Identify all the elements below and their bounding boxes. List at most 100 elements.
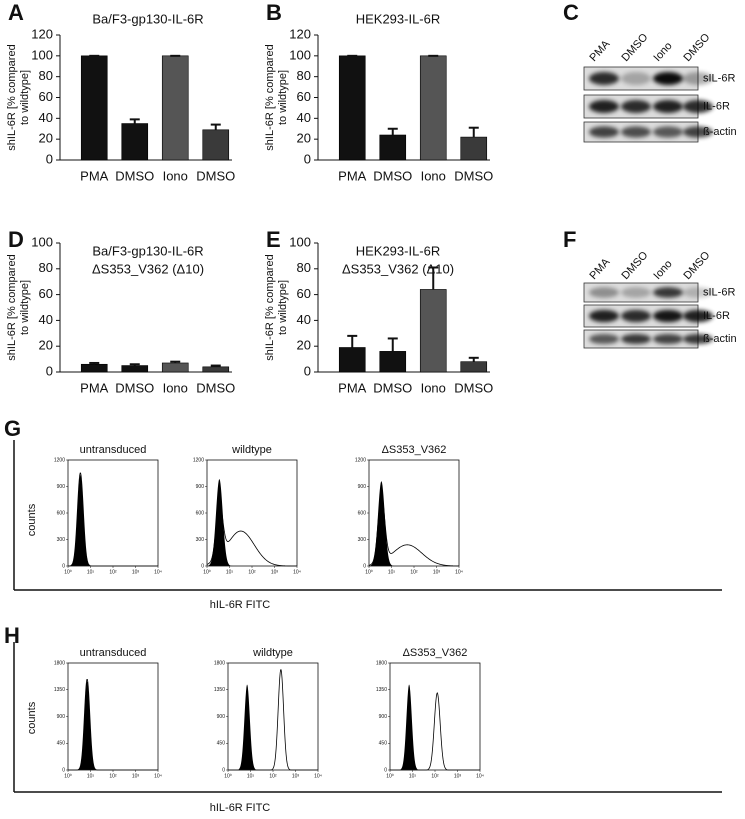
x-tick-label: DMSO	[115, 168, 154, 183]
x-tick-label: 10²	[109, 773, 117, 779]
y-tick-label: 1200	[193, 457, 204, 463]
error-bar	[468, 126, 479, 138]
bar	[121, 365, 149, 373]
error-bar	[210, 364, 221, 367]
plot-title: untransduced	[80, 444, 147, 456]
blot-band	[653, 126, 683, 138]
y-tick-label: 1800	[214, 660, 225, 666]
y-tick-label: 40	[297, 312, 311, 327]
y-tick-label: 60	[297, 89, 311, 104]
y-axis-label: to wildtype]	[19, 70, 31, 125]
y-tick-label: 20	[297, 338, 311, 353]
x-tick-label: DMSO	[454, 380, 493, 395]
row-label: ß-actin	[703, 333, 737, 345]
blot-band	[653, 309, 683, 323]
y-tick-label: 0	[304, 363, 311, 378]
x-tick-label: Iono	[163, 168, 188, 183]
blot-band	[683, 309, 713, 323]
error-bar	[89, 361, 100, 365]
x-tick-label: 10⁰	[386, 773, 394, 779]
y-axis-label: shIL-6R [% compared	[264, 254, 276, 360]
blot-band	[683, 287, 713, 298]
y-tick-label: 40	[39, 312, 53, 327]
blot-band	[621, 100, 651, 113]
blot-band	[653, 72, 683, 85]
y-tick-label: 40	[297, 110, 311, 125]
x-tick-label: 10⁰	[365, 569, 373, 575]
chart-title: HEK293-IL-6R	[356, 11, 441, 26]
y-tick-label: 100	[31, 234, 53, 249]
y-tick-label: 300	[196, 537, 205, 543]
chart-title: ΔS353_V362 (Δ10)	[92, 261, 204, 276]
x-tick-label: Iono	[421, 168, 446, 183]
histogram-open	[368, 495, 460, 567]
y-tick-label: 80	[39, 260, 53, 275]
y-tick-label: 1200	[54, 457, 65, 463]
blot-band	[683, 126, 713, 138]
y-tick-label: 100	[289, 234, 311, 249]
plot-title: ΔS353_V362	[382, 444, 447, 456]
y-tick-label: 60	[39, 89, 53, 104]
y-axis-label: shIL-6R [% compared	[264, 44, 276, 150]
y-tick-label: 120	[289, 26, 311, 41]
bar	[161, 55, 189, 161]
error-bar	[129, 118, 140, 124]
y-tick-label: 900	[57, 714, 66, 720]
bar	[419, 289, 447, 373]
histogram-filled	[207, 479, 297, 566]
x-tick-label: PMA	[338, 380, 367, 395]
y-tick-label: 900	[217, 714, 226, 720]
y-tick-label: 1350	[376, 687, 387, 693]
blot-band	[653, 333, 683, 345]
panel-label: A	[8, 0, 24, 25]
error-bar	[428, 266, 439, 290]
x-tick-label: 10²	[269, 773, 277, 779]
y-axis-label: to wildtype]	[277, 70, 289, 125]
x-tick-label: DMSO	[373, 168, 412, 183]
histogram-filled	[68, 475, 158, 566]
histogram-filled	[369, 481, 459, 566]
y-tick-label: 450	[379, 741, 388, 747]
blot-band	[589, 309, 619, 323]
x-tick-label: 10⁰	[224, 773, 232, 779]
y-tick-label: 1800	[54, 660, 65, 666]
y-tick-label: 600	[196, 510, 205, 516]
y-tick-label: 120	[31, 26, 53, 41]
bar	[338, 347, 366, 373]
y-tick-label: 450	[57, 741, 66, 747]
histogram-filled	[68, 681, 158, 770]
row-label: sIL-6R	[703, 72, 735, 84]
panel-label: D	[8, 227, 24, 252]
blot-band	[653, 100, 683, 113]
blot-band	[621, 126, 651, 138]
blot-band	[589, 126, 619, 138]
x-tick-label: 10¹	[87, 569, 95, 575]
bar	[338, 55, 366, 161]
x-tick-label: 10¹	[226, 569, 234, 575]
bar	[460, 136, 488, 161]
y-axis-label: counts	[26, 503, 38, 536]
bar	[460, 361, 488, 373]
bar	[80, 55, 108, 161]
blot-band	[589, 287, 619, 298]
y-tick-label: 20	[39, 338, 53, 353]
blot-band	[683, 72, 713, 85]
x-tick-label: 10⁰	[64, 773, 72, 779]
x-tick-label: 10⁴	[455, 569, 463, 575]
x-tick-label: PMA	[338, 168, 367, 183]
row-label: ß-actin	[703, 126, 737, 138]
x-tick-label: DMSO	[373, 380, 412, 395]
error-bar	[387, 127, 398, 135]
blot-band	[589, 100, 619, 113]
x-tick-label: 10²	[109, 569, 117, 575]
chart-title: HEK293-IL-6R	[356, 243, 441, 258]
blot-band	[621, 333, 651, 345]
y-tick-label: 600	[358, 510, 367, 516]
y-tick-label: 0	[201, 563, 204, 569]
row-label: IL-6R	[703, 310, 730, 322]
y-tick-label: 600	[57, 510, 66, 516]
y-tick-label: 100	[31, 47, 53, 62]
error-bar	[170, 360, 181, 363]
y-tick-label: 80	[39, 68, 53, 83]
